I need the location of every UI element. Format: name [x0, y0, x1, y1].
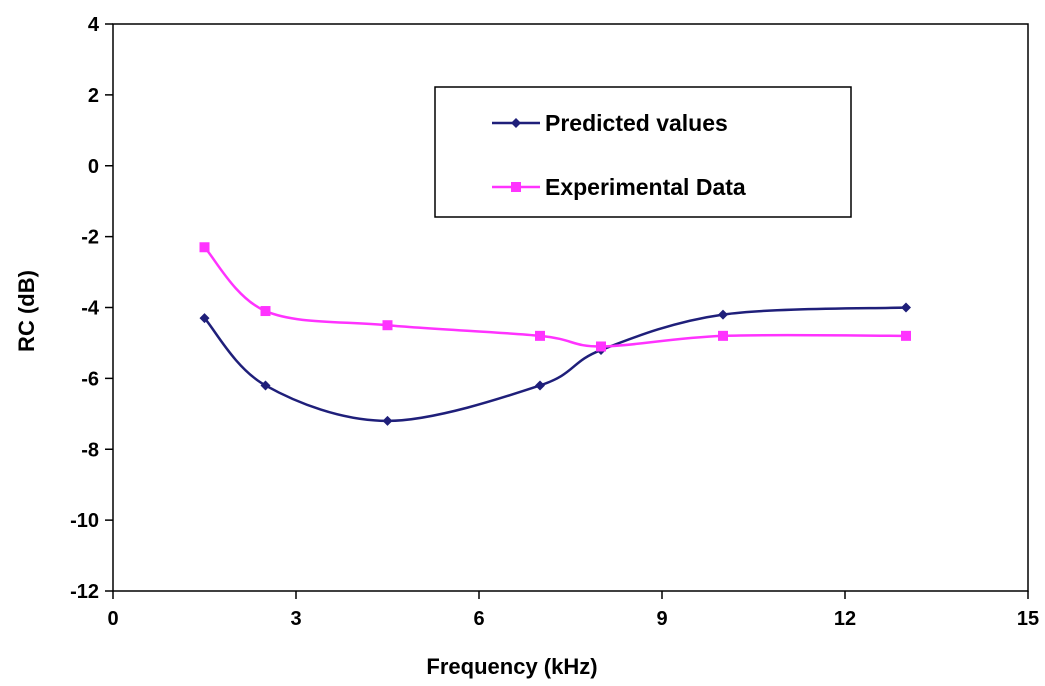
x-tick-label: 6	[473, 608, 484, 630]
data-point	[199, 242, 210, 253]
y-tick-label: -10	[70, 510, 99, 532]
x-axis: 0 3 6 9 12 15	[107, 591, 1039, 630]
x-tick-label: 12	[834, 608, 856, 630]
x-tick-label: 15	[1017, 608, 1039, 630]
legend-label-predicted: Predicted values	[545, 110, 728, 136]
y-tick-label: -12	[70, 581, 99, 603]
legend: Predicted values Experimental Data	[434, 86, 852, 218]
y-tick-label: -4	[81, 298, 100, 320]
series-layer	[199, 242, 911, 426]
data-point	[535, 380, 545, 391]
data-point	[901, 330, 911, 341]
y-tick-label: -8	[81, 439, 99, 461]
y-tick-label: 4	[88, 14, 100, 36]
data-point	[199, 313, 210, 324]
y-axis: -12 -10 -8 -6 -4 -2 0 2 4	[70, 14, 113, 603]
y-tick-label: 2	[88, 85, 99, 107]
legend-marker-experimental	[511, 182, 521, 192]
legend-marker-predicted	[511, 118, 521, 128]
x-tick-label: 0	[107, 608, 118, 630]
data-point	[901, 302, 911, 313]
y-tick-label: 0	[88, 156, 99, 178]
x-tick-label: 9	[656, 608, 667, 630]
y-tick-label: -6	[81, 368, 99, 390]
data-point	[260, 380, 271, 391]
x-tick-label: 3	[290, 608, 301, 630]
data-point	[718, 330, 728, 341]
legend-label-experimental: Experimental Data	[545, 174, 746, 200]
data-point	[382, 320, 393, 331]
y-axis-title: RC (dB)	[14, 270, 39, 352]
x-axis-title: Frequency (kHz)	[426, 654, 597, 679]
data-point	[596, 341, 606, 352]
legend-box	[434, 86, 852, 218]
data-point	[535, 330, 545, 341]
data-point	[718, 309, 728, 320]
y-tick-label: -2	[81, 227, 99, 249]
data-point	[382, 415, 393, 426]
data-point	[260, 306, 271, 317]
